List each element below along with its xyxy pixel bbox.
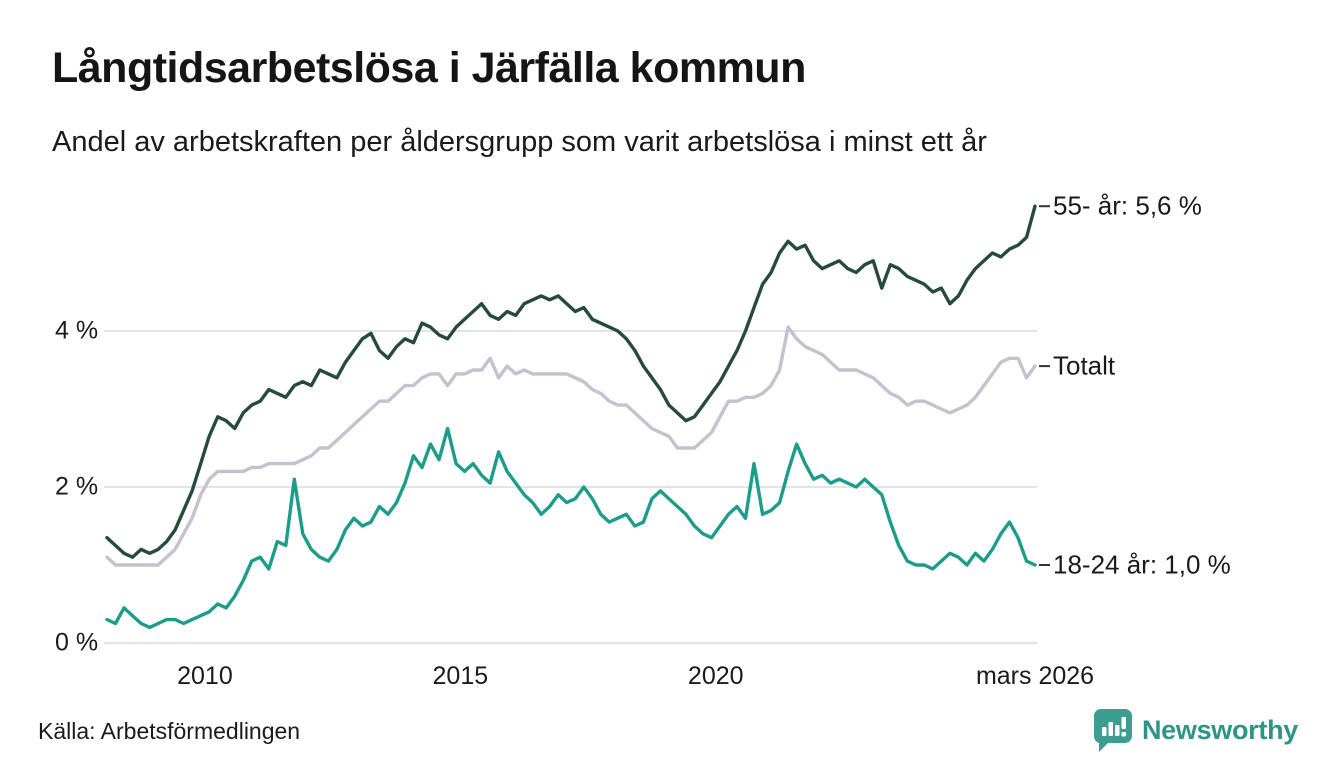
- x-axis-tick-mars-2026: mars 2026: [975, 662, 1095, 690]
- source-note: Källa: Arbetsförmedlingen: [38, 718, 301, 744]
- y-axis-tick-2%: 2 %: [55, 472, 99, 501]
- chart-title: Långtidsarbetslösa i Järfälla kommun: [52, 44, 806, 92]
- newsworthy-logo-icon: [1093, 709, 1132, 752]
- x-axis-tick-2010: 2010: [177, 662, 233, 690]
- newsworthy-logo-text: Newsworthy: [1141, 714, 1298, 745]
- series-end-label-totalt: Totalt: [1053, 350, 1116, 381]
- series-line-18-24-ar: [105, 426, 1037, 630]
- chart-subtitle: Andel av arbetskraften per åldersgrupp s…: [52, 126, 987, 158]
- series-end-label-55-ar: 55- år: 5,6 %: [1053, 190, 1202, 221]
- series-line-55-ar: [105, 204, 1037, 559]
- y-axis-tick-4%: 4 %: [55, 316, 99, 345]
- x-axis-tick-2020: 2020: [687, 662, 744, 690]
- x-axis-tick-2015: 2015: [432, 662, 489, 690]
- series-end-label-18-24-ar: 18-24 år: 1,0 %: [1053, 549, 1231, 580]
- y-axis-tick-0%: 0 %: [55, 628, 99, 657]
- newsworthy-logo: Newsworthy: [1093, 708, 1298, 752]
- series-line-totalt: [105, 325, 1037, 567]
